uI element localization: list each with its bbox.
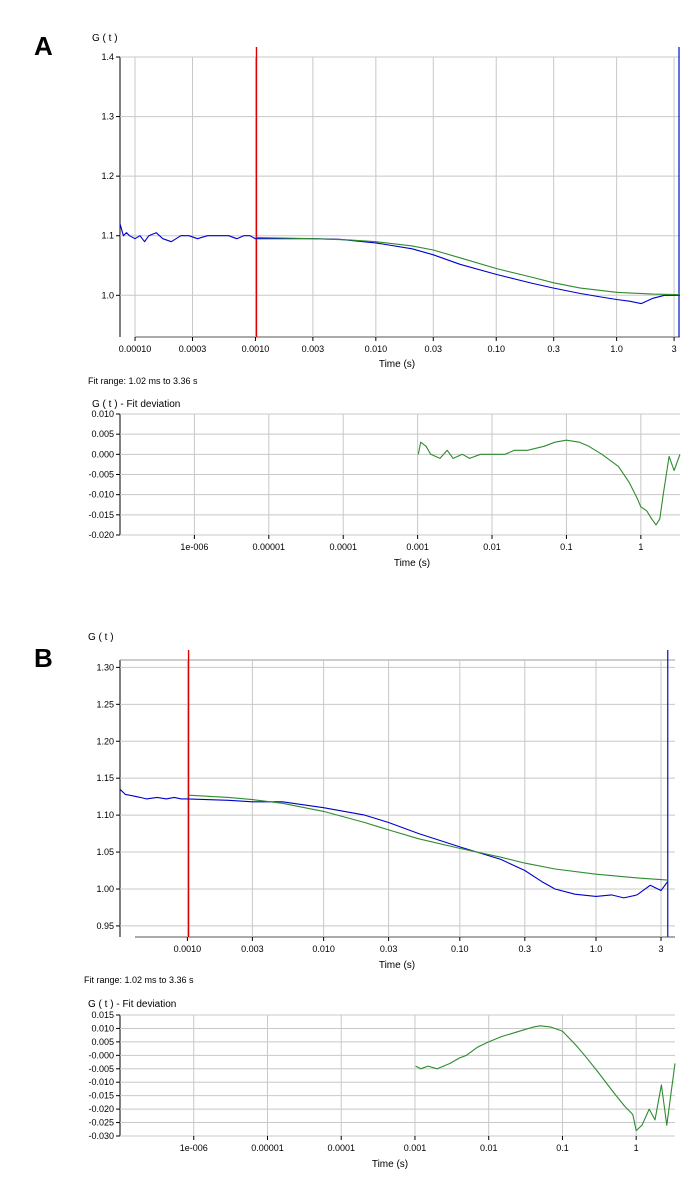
b-residual-xtick-label: 1 xyxy=(634,1143,639,1153)
a-residual-xtick-label: 0.1 xyxy=(560,542,573,552)
a-residual-x-title: Time (s) xyxy=(394,558,430,569)
b-main-xtick-label: 0.10 xyxy=(451,944,469,954)
b-residual-y-title: G ( t ) - Fit deviation xyxy=(88,999,176,1010)
a-residual-ytick-label: 0.000 xyxy=(91,449,114,459)
a-main-xtick-label: 0.00010 xyxy=(119,344,152,354)
b-main-ytick-label: 1.10 xyxy=(96,810,114,820)
b-residual-ytick-label: -0.005 xyxy=(88,1064,114,1074)
b-residual-series-deviation xyxy=(415,1025,676,1132)
b-residual-ytick-label: -0.015 xyxy=(88,1091,114,1101)
b-main-xtick-label: 0.010 xyxy=(312,944,335,954)
b-residual-x-title: Time (s) xyxy=(372,1159,408,1170)
b-residual-ytick-label: -0.010 xyxy=(88,1077,114,1087)
b-residual-xtick-label: 0.001 xyxy=(404,1143,427,1153)
a-residual-ytick-label: 0.010 xyxy=(91,409,114,419)
a-main-xtick-label: 0.10 xyxy=(487,344,505,354)
b-main-xtick-label: 1.0 xyxy=(590,944,603,954)
a-main-series-data xyxy=(119,223,680,305)
b-main-y-title: G ( t ) xyxy=(88,632,114,643)
a-residual-ytick-label: -0.005 xyxy=(88,470,114,480)
b-residual-ytick-label: -0.020 xyxy=(88,1104,114,1114)
a-residual-series-deviation xyxy=(417,439,681,526)
a-residual-xtick-label: 0.0001 xyxy=(329,542,357,552)
b-main-series-fit xyxy=(188,794,668,881)
b-residual-ytick-label: 0.005 xyxy=(91,1037,114,1047)
a-residual-ytick-label: -0.010 xyxy=(88,490,114,500)
b-main-ytick-label: 1.20 xyxy=(96,736,114,746)
a-residual-xtick-label: 0.00001 xyxy=(253,542,286,552)
panel-label-a: A xyxy=(34,31,53,61)
a-residual-xtick-label: 1e-006 xyxy=(180,542,208,552)
a-residual-ytick-label: 0.005 xyxy=(91,429,114,439)
a-main-xtick-label: 0.03 xyxy=(425,344,443,354)
a-main-series-fit xyxy=(256,236,681,296)
a-main-ytick-label: 1.1 xyxy=(101,231,114,241)
b-residual-ytick-label: -0.000 xyxy=(88,1050,114,1060)
a-residual-y-title: G ( t ) - Fit deviation xyxy=(92,399,180,410)
b-main-ytick-label: 1.15 xyxy=(96,773,114,783)
a-main-xtick-label: 0.0010 xyxy=(242,344,270,354)
b-residual-ytick-label: -0.025 xyxy=(88,1118,114,1128)
b-main-ytick-label: 1.30 xyxy=(96,662,114,672)
b-main-x-title: Time (s) xyxy=(379,960,415,971)
a-main-xtick-label: 0.3 xyxy=(547,344,560,354)
a-main-ytick-label: 1.3 xyxy=(101,112,114,122)
plots-layer: 1.01.11.21.31.40.00010 0.0003 0.0010 0.003 0… xyxy=(88,47,681,1153)
b-main-xtick-label: 0.3 xyxy=(519,944,532,954)
a-main-xtick-label: 0.0003 xyxy=(179,344,207,354)
b-residual-ytick-label: 0.010 xyxy=(91,1023,114,1033)
a-residual-ytick-label: -0.015 xyxy=(88,510,114,520)
a-residual-xtick-label: 0.001 xyxy=(406,542,429,552)
a-main-y-title: G ( t ) xyxy=(92,33,118,44)
b-residual-xtick-label: 1e-006 xyxy=(180,1143,208,1153)
a-main-xtick-label: 0.010 xyxy=(365,344,388,354)
b-main-xtick-label: 3 xyxy=(659,944,664,954)
b-main-ytick-label: 1.05 xyxy=(96,847,114,857)
a-main-xtick-label: 3 xyxy=(672,344,677,354)
b-main-ytick-label: 1.25 xyxy=(96,699,114,709)
a-main-x-title: Time (s) xyxy=(379,359,415,370)
a-main-ytick-label: 1.0 xyxy=(101,290,114,300)
b-main-xtick-label: 0.03 xyxy=(380,944,398,954)
a-main-xtick-label: 0.003 xyxy=(302,344,325,354)
a-residual-plot: -0.020 -0.015 -0.010 -0.005 0.000 0.005 0.010 1… xyxy=(88,409,681,552)
a-main-xtick-label: 1.0 xyxy=(610,344,623,354)
b-fit-range-note: Fit range: 1.02 ms to 3.36 s xyxy=(84,975,194,985)
a-main-ytick-label: 1.2 xyxy=(101,171,114,181)
b-residual-ytick-label: -0.030 xyxy=(88,1131,114,1141)
panel-label-b: B xyxy=(34,643,53,673)
b-main-plot: 0.95 1.00 1.05 1.10 1.15 1.20 1.25 1.30 0.0010 0.… xyxy=(96,650,675,954)
b-residual-xtick-label: 0.00001 xyxy=(251,1143,284,1153)
a-main-plot: 1.0 1.1 1.2 1.3 1.4 0.00010 0.0003 0.0010 0.003 0… xyxy=(101,47,681,354)
a-fit-range-note: Fit range: 1.02 ms to 3.36 s xyxy=(88,376,198,386)
b-residual-plot: -0.030 -0.025 -0.020 -0.015 -0.010 -0.005 -0.0… xyxy=(88,1010,676,1153)
b-residual-xtick-label: 0.0001 xyxy=(327,1143,355,1153)
b-residual-xtick-label: 0.01 xyxy=(480,1143,498,1153)
b-main-ytick-label: 0.95 xyxy=(96,921,114,931)
b-residual-xtick-label: 0.1 xyxy=(556,1143,569,1153)
b-main-xtick-label: 0.0010 xyxy=(174,944,202,954)
b-main-ytick-label: 1.00 xyxy=(96,884,114,894)
b-residual-ytick-label: 0.015 xyxy=(91,1010,114,1020)
b-main-series-data xyxy=(119,788,669,899)
b-main-xtick-label: 0.003 xyxy=(241,944,264,954)
a-residual-xtick-label: 0.01 xyxy=(483,542,501,552)
a-residual-xtick-label: 1 xyxy=(638,542,643,552)
a-main-ytick-label: 1.4 xyxy=(101,52,114,62)
a-residual-ytick-label: -0.020 xyxy=(88,530,114,540)
